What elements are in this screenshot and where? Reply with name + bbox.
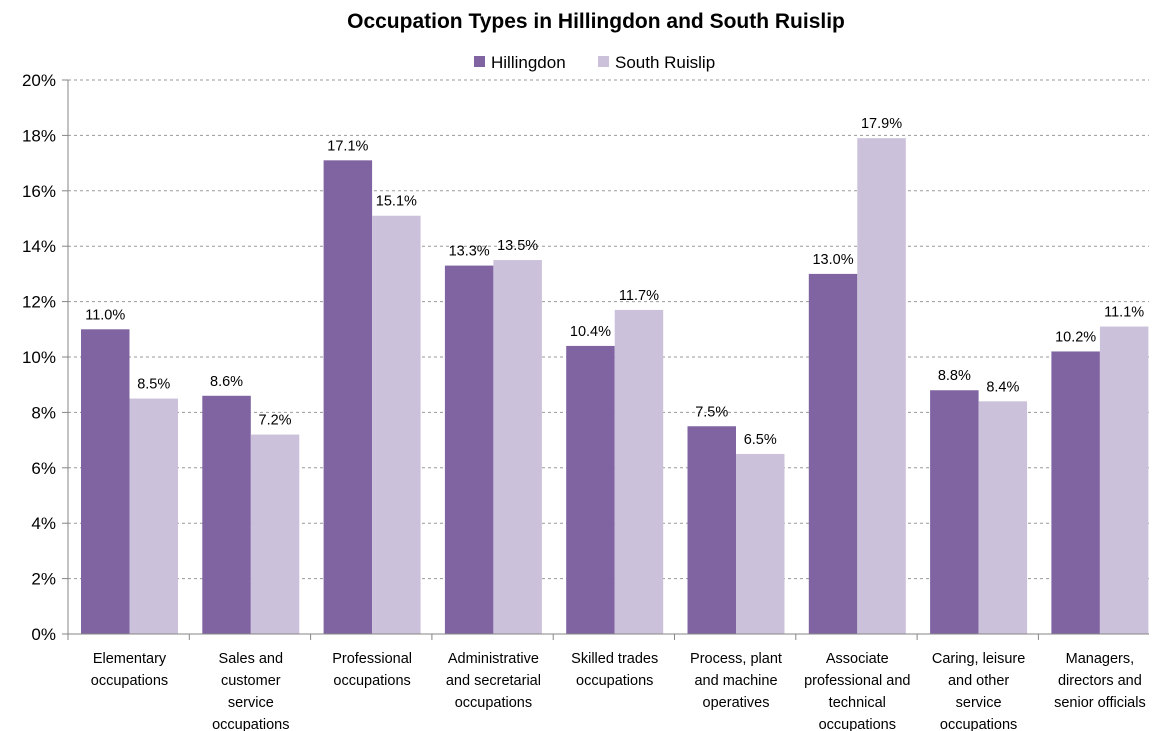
data-label: 8.6% bbox=[210, 374, 243, 390]
legend: Hillingdon South Ruislip bbox=[474, 53, 715, 72]
x-category-label: Managers, directors and senior officials bbox=[1054, 651, 1146, 711]
bars bbox=[81, 138, 1149, 635]
data-label: 15.1% bbox=[376, 194, 417, 210]
bar-south-ruislip bbox=[129, 398, 178, 634]
bar-south-ruislip bbox=[857, 138, 906, 635]
bar-south-ruislip bbox=[372, 215, 421, 635]
data-label: 8.4% bbox=[986, 379, 1019, 395]
data-label: 13.3% bbox=[449, 244, 490, 260]
data-label: 8.5% bbox=[137, 377, 170, 393]
bar-hillingdon bbox=[1051, 351, 1100, 634]
chart-title: Occupation Types in Hillingdon and South… bbox=[347, 10, 845, 33]
legend-label: South Ruislip bbox=[615, 53, 715, 72]
y-tick-label: 8% bbox=[31, 403, 56, 422]
data-label: 13.5% bbox=[497, 238, 538, 254]
data-label: 17.9% bbox=[861, 116, 902, 132]
data-label: 10.2% bbox=[1055, 329, 1096, 345]
bar-hillingdon bbox=[687, 426, 736, 634]
x-category-label: Process, plant and machine operatives bbox=[690, 651, 782, 711]
x-category-label: Elementary occupations bbox=[91, 651, 168, 689]
y-tick-label: 12% bbox=[22, 293, 56, 312]
data-label: 10.4% bbox=[570, 324, 611, 340]
data-label: 13.0% bbox=[812, 252, 853, 268]
data-label: 11.0% bbox=[85, 307, 125, 323]
bar-south-ruislip bbox=[614, 309, 664, 634]
legend-swatch bbox=[474, 56, 485, 67]
y-axis: 0% 2% 4% 6% 8% 10% 12% 14% 16% 18% 20% bbox=[22, 71, 69, 644]
bar-hillingdon bbox=[323, 160, 373, 634]
y-tick-label: 10% bbox=[22, 348, 56, 367]
bar-south-ruislip bbox=[250, 434, 300, 634]
y-tick-label: 2% bbox=[31, 570, 56, 589]
x-axis: Elementary occupations Sales and customer se… bbox=[67, 633, 1149, 731]
data-label: 8.8% bbox=[938, 368, 971, 384]
bar-south-ruislip bbox=[978, 401, 1028, 634]
data-label: 6.5% bbox=[744, 432, 777, 448]
x-category-label: Caring, leisure and other service occupatio… bbox=[932, 651, 1026, 731]
data-label: 17.1% bbox=[327, 138, 368, 154]
y-tick-label: 18% bbox=[22, 126, 56, 145]
y-tick-label: 0% bbox=[31, 625, 56, 644]
y-tick-label: 4% bbox=[31, 514, 56, 533]
x-category-label: Skilled trades occupations bbox=[571, 651, 658, 689]
bar-south-ruislip bbox=[1099, 326, 1149, 634]
legend-swatch bbox=[598, 56, 609, 67]
data-label: 11.7% bbox=[619, 288, 659, 304]
legend-label: Hillingdon bbox=[491, 53, 566, 72]
bar-south-ruislip bbox=[493, 260, 542, 634]
y-tick-label: 14% bbox=[22, 237, 56, 256]
bar-hillingdon bbox=[566, 345, 615, 634]
data-label: 7.5% bbox=[695, 404, 728, 420]
x-category-label: Professional occupations bbox=[332, 651, 412, 689]
bar-hillingdon bbox=[81, 329, 130, 634]
x-category-label: Administrative and secretarial occupations bbox=[446, 651, 541, 711]
bar-south-ruislip bbox=[736, 453, 785, 634]
y-tick-label: 20% bbox=[22, 71, 56, 90]
data-label: 7.2% bbox=[259, 413, 292, 429]
bar-hillingdon bbox=[444, 265, 494, 634]
x-category-label: Associate professional and technical occupa… bbox=[804, 651, 910, 731]
bar-hillingdon bbox=[202, 395, 251, 634]
x-category-label: Sales and customer service occupations bbox=[212, 651, 289, 731]
data-label: 11.1% bbox=[1104, 305, 1144, 321]
data-labels: 11.0% 8.5% 8.6% 7.2% 17.1% 15.1% 13.3% 13.5% 10.… bbox=[85, 116, 1144, 448]
bar-hillingdon bbox=[930, 390, 979, 634]
y-tick-label: 16% bbox=[22, 182, 56, 201]
y-tick-label: 6% bbox=[31, 459, 56, 478]
bar-hillingdon bbox=[808, 273, 858, 634]
